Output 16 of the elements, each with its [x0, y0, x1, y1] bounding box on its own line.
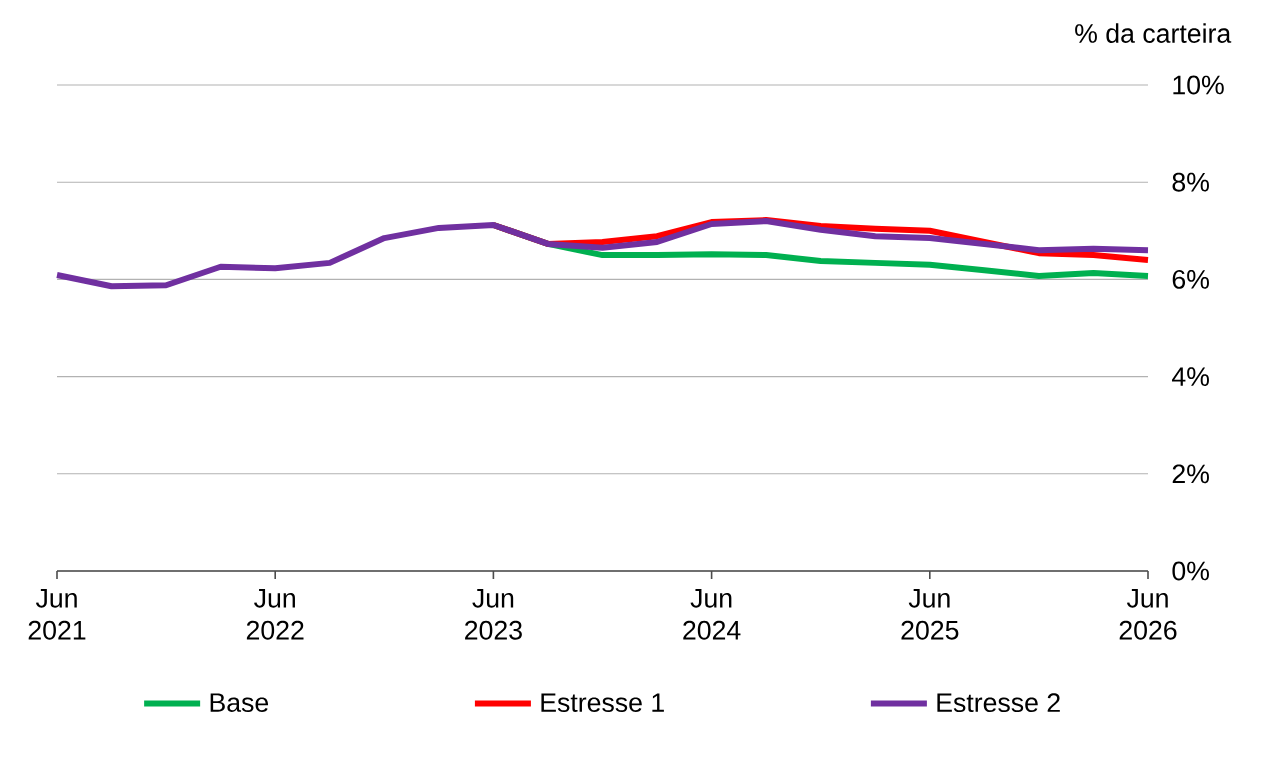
x-tick-label: Jun 2021 [28, 589, 86, 640]
y-tick-label: 0% [1172, 561, 1209, 581]
y-tick-label: 4% [1171, 367, 1209, 386]
legend-label: Estresse 1 [541, 693, 664, 712]
legend-label: Base [210, 693, 269, 712]
y-tick-label: 8% [1172, 172, 1209, 192]
legend-label: Estresse 2 [937, 693, 1060, 713]
x-tick-label: Jun 2025 [901, 589, 959, 640]
y-axis-title: % da carteira [1075, 23, 1232, 43]
x-tick-label: Jun 2022 [246, 589, 304, 640]
x-tick-label: Jun 2026 [1119, 589, 1177, 640]
y-tick-label: 2% [1172, 464, 1209, 484]
y-tick-label: 10% [1173, 75, 1224, 95]
x-tick-label: Jun 2023 [465, 589, 522, 640]
x-tick-label: Jun 2024 [683, 589, 741, 640]
y-tick-label: 6% [1172, 269, 1209, 289]
